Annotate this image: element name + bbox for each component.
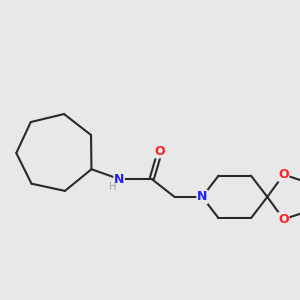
Text: N: N	[114, 172, 124, 185]
Text: O: O	[278, 168, 289, 181]
Text: H: H	[109, 182, 116, 192]
Text: N: N	[197, 190, 207, 203]
Text: O: O	[154, 145, 165, 158]
Text: O: O	[278, 213, 289, 226]
